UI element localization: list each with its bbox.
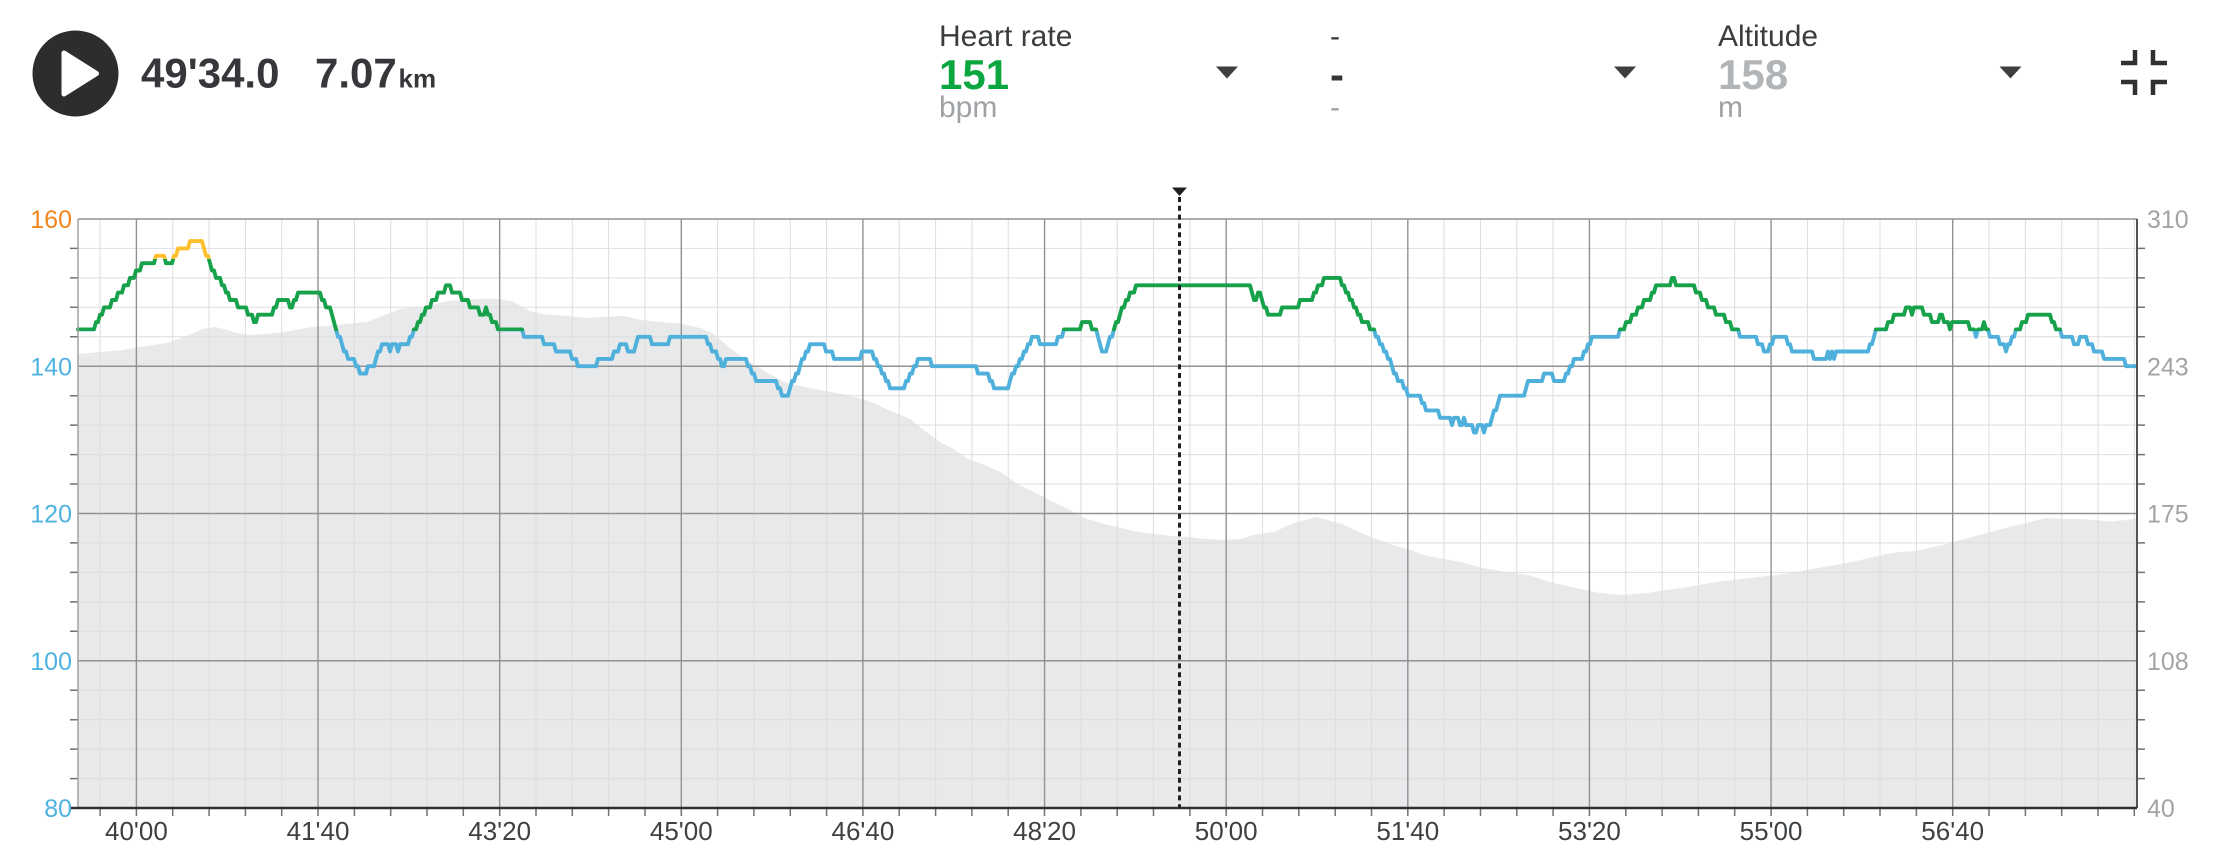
- svg-text:-: -: [1330, 51, 1344, 98]
- svg-text:46'40: 46'40: [832, 816, 895, 846]
- svg-text:7.07: 7.07: [315, 50, 397, 97]
- svg-text:80: 80: [44, 795, 72, 823]
- svg-text:45'00: 45'00: [650, 816, 713, 846]
- svg-text:51'40: 51'40: [1376, 816, 1439, 846]
- svg-text:140: 140: [30, 353, 72, 381]
- svg-text:50'00: 50'00: [1195, 816, 1258, 846]
- svg-text:310: 310: [2147, 206, 2189, 234]
- svg-text:40: 40: [2147, 795, 2175, 823]
- svg-text:108: 108: [2147, 648, 2189, 676]
- svg-text:41'40: 41'40: [287, 816, 350, 846]
- svg-text:-: -: [1330, 91, 1340, 124]
- svg-text:120: 120: [30, 501, 72, 529]
- svg-text:m: m: [1718, 91, 1743, 124]
- svg-text:40'00: 40'00: [105, 816, 168, 846]
- svg-text:km: km: [399, 64, 437, 94]
- svg-text:-: -: [1330, 20, 1340, 53]
- svg-text:53'20: 53'20: [1558, 816, 1621, 846]
- svg-text:151: 151: [939, 51, 1009, 98]
- svg-text:49'34.0: 49'34.0: [141, 50, 279, 97]
- svg-text:158: 158: [1718, 51, 1788, 98]
- svg-text:56'40: 56'40: [1921, 816, 1984, 846]
- svg-text:48'20: 48'20: [1013, 816, 1076, 846]
- svg-text:43'20: 43'20: [468, 816, 531, 846]
- svg-text:100: 100: [30, 648, 72, 676]
- svg-text:160: 160: [30, 206, 72, 234]
- svg-text:Heart rate: Heart rate: [939, 20, 1072, 53]
- svg-text:175: 175: [2147, 501, 2189, 529]
- svg-text:bpm: bpm: [939, 91, 997, 124]
- svg-text:55'00: 55'00: [1740, 816, 1803, 846]
- svg-text:243: 243: [2147, 353, 2189, 381]
- svg-text:Altitude: Altitude: [1718, 20, 1818, 53]
